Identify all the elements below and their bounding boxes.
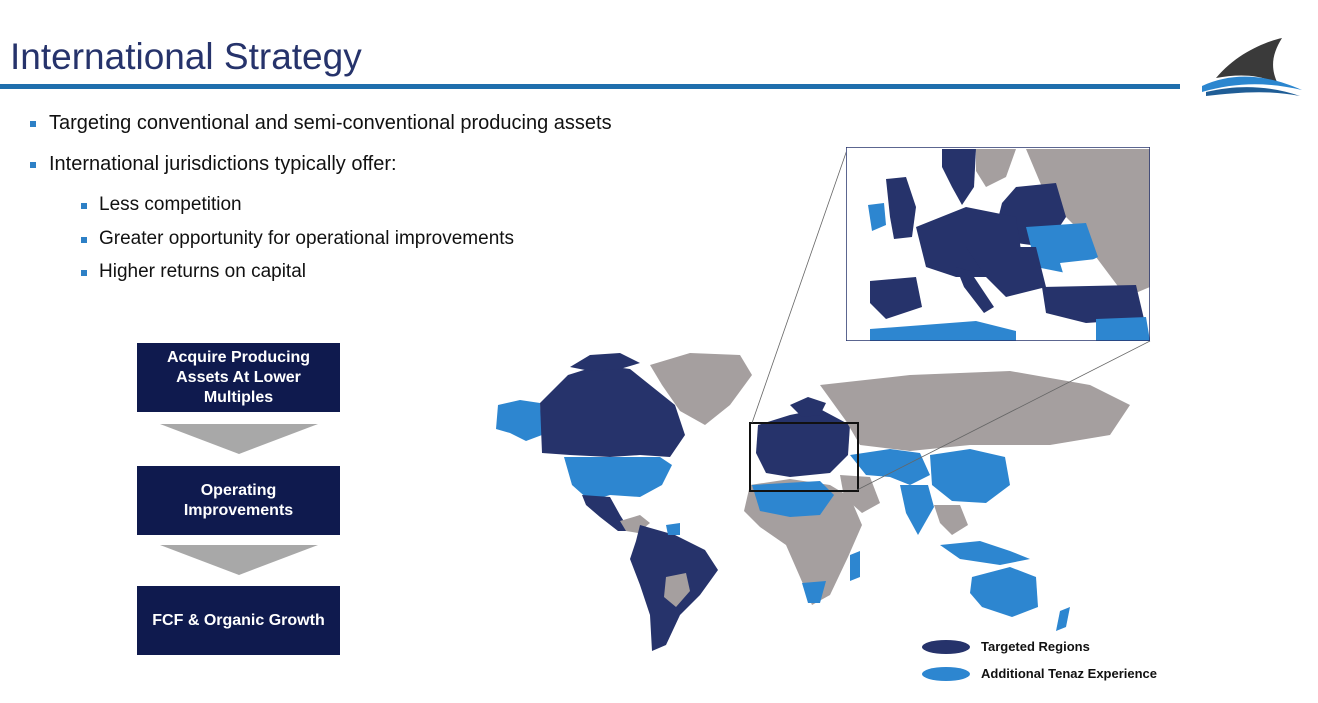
- flow-step-acquire: Acquire Producing Assets At Lower Multip…: [137, 343, 340, 412]
- sub-bullet-text: Less competition: [99, 194, 242, 215]
- bullet-square-icon: [30, 162, 36, 168]
- sub-bullet-text: Higher returns on capital: [99, 261, 306, 282]
- legend-swatch: [922, 667, 970, 681]
- bullet-text: International jurisdictions typically of…: [49, 153, 397, 175]
- down-arrow-icon: [160, 545, 318, 575]
- title-underline: [0, 84, 1180, 89]
- bullet-square-icon: [81, 203, 87, 209]
- sub-bullet-text: Greater opportunity for operational impr…: [99, 228, 515, 249]
- shark-fin-logo-icon: [1202, 38, 1302, 96]
- legend-label: Additional Tenaz Experience: [981, 666, 1158, 681]
- bullet-square-icon: [30, 121, 36, 127]
- flow-step-fcf: FCF & Organic Growth: [137, 586, 340, 655]
- europe-inset-map: [846, 147, 1150, 341]
- legend-swatch: [922, 640, 970, 654]
- bullet-text: Targeting conventional and semi-conventi…: [49, 112, 612, 134]
- flow-step-operating: Operating Improvements: [137, 466, 340, 535]
- legend-label: Targeted Regions: [981, 639, 1090, 654]
- page-title: International Strategy: [10, 36, 362, 77]
- bullet-square-icon: [81, 237, 87, 243]
- down-arrow-icon: [160, 424, 318, 454]
- world-map: [496, 353, 1130, 651]
- bullet-square-icon: [81, 270, 87, 276]
